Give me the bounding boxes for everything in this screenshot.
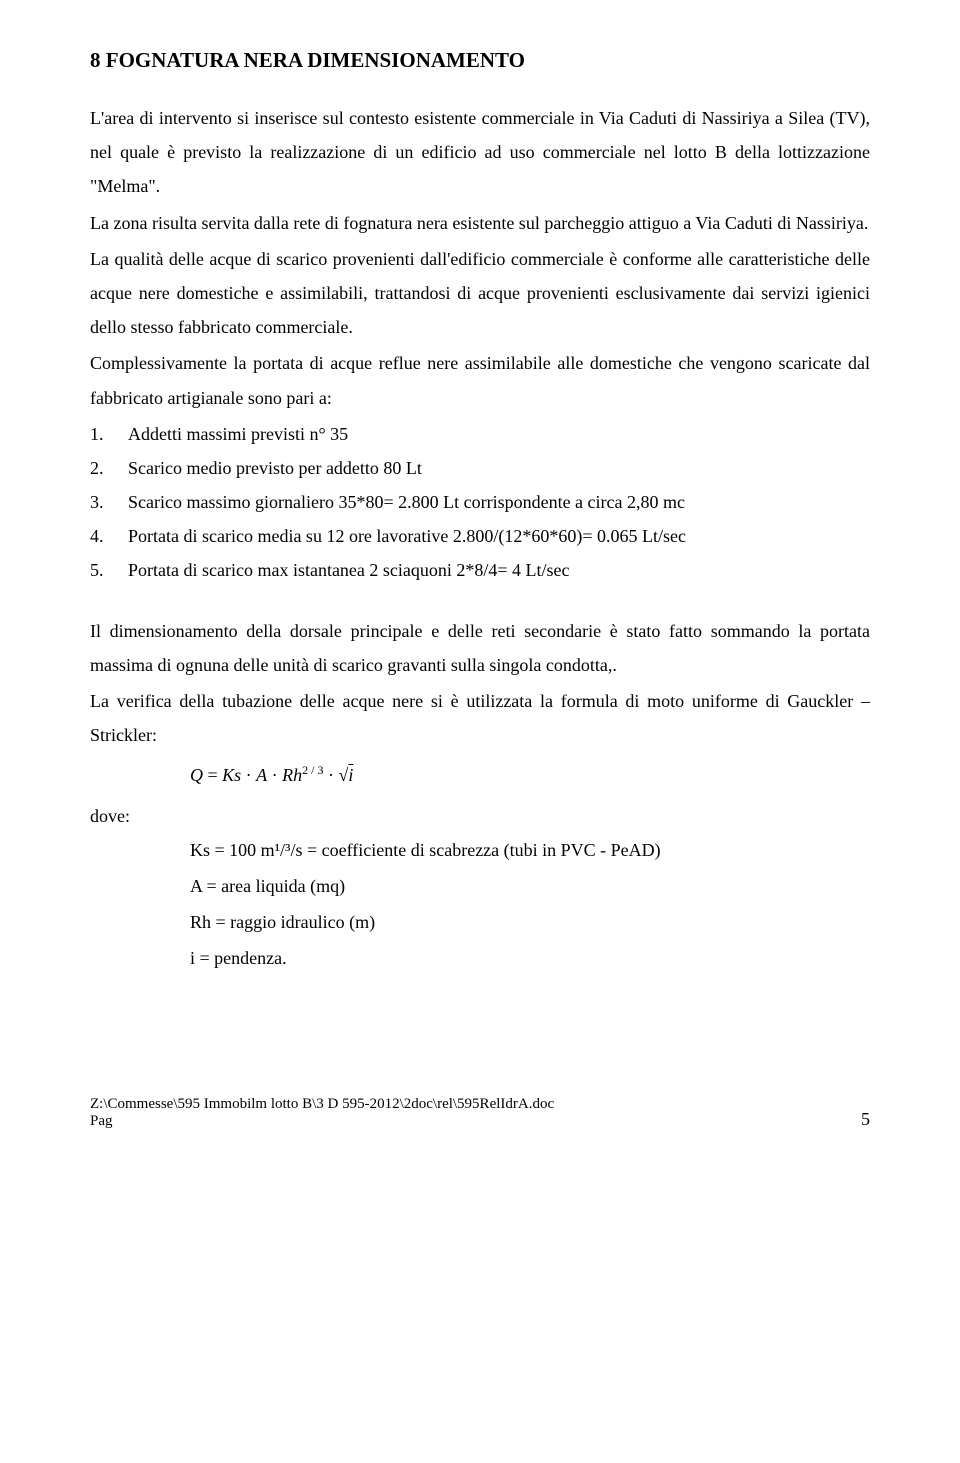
list-item: 4.Portata di scarico media su 12 ore lav… [90, 519, 870, 553]
formula-rh: Rh [282, 765, 302, 785]
paragraph-2: La zona risulta servita dalla rete di fo… [90, 206, 870, 240]
formula-ks: Ks [222, 765, 241, 785]
list-item: 2.Scarico medio previsto per addetto 80 … [90, 451, 870, 485]
footer-file-path: Z:\Commesse\595 Immobilm lotto B\3 D 595… [90, 1096, 554, 1113]
formula-exponent: 2 / 3 [302, 763, 323, 777]
sqrt-icon: √ [339, 765, 349, 785]
list-text: Scarico massimo giornaliero 35*80= 2.800… [128, 492, 685, 512]
list-text: Scarico medio previsto per addetto 80 Lt [128, 458, 422, 478]
list-text: Addetti massimi previsti n° 35 [128, 424, 348, 444]
paragraph-5: Il dimensionamento della dorsale princip… [90, 614, 870, 682]
formula-dot: · [324, 765, 339, 785]
numbered-list: 1.Addetti massimi previsti n° 35 2.Scari… [90, 417, 870, 588]
formula-dot: · [241, 765, 256, 785]
list-text: Portata di scarico max istantanea 2 scia… [128, 560, 570, 580]
list-number: 1. [90, 417, 128, 451]
formula-dot: · [267, 765, 282, 785]
footer-pag-label: Pag [90, 1113, 554, 1130]
paragraph-1: L'area di intervento si inserisce sul co… [90, 101, 870, 204]
definitions: Ks = 100 m¹/³/s = coefficiente di scabre… [90, 833, 870, 976]
list-number: 5. [90, 553, 128, 587]
list-item: 1.Addetti massimi previsti n° 35 [90, 417, 870, 451]
list-text: Portata di scarico media su 12 ore lavor… [128, 526, 686, 546]
formula-eq: = [203, 765, 222, 785]
formula: Q = Ks · A · Rh2 / 3 · √i [90, 758, 870, 792]
definition-item: Ks = 100 m¹/³/s = coefficiente di scabre… [190, 833, 870, 867]
list-number: 4. [90, 519, 128, 553]
formula-i: i [348, 765, 353, 785]
list-item: 5.Portata di scarico max istantanea 2 sc… [90, 553, 870, 587]
list-number: 2. [90, 451, 128, 485]
page-number: 5 [861, 1109, 870, 1130]
definition-item: Rh = raggio idraulico (m) [190, 905, 870, 939]
paragraph-4: Complessivamente la portata di acque ref… [90, 346, 870, 414]
paragraph-3: La qualità delle acque di scarico proven… [90, 242, 870, 345]
section-heading: 8 FOGNATURA NERA DIMENSIONAMENTO [90, 48, 870, 73]
paragraph-6: La verifica della tubazione delle acque … [90, 684, 870, 752]
list-item: 3.Scarico massimo giornaliero 35*80= 2.8… [90, 485, 870, 519]
formula-a: A [256, 765, 267, 785]
formula-q: Q [190, 765, 203, 785]
list-number: 3. [90, 485, 128, 519]
dove-label: dove: [90, 799, 870, 833]
definition-item: i = pendenza. [190, 941, 870, 975]
page-footer: Z:\Commesse\595 Immobilm lotto B\3 D 595… [90, 1096, 870, 1130]
definition-item: A = area liquida (mq) [190, 869, 870, 903]
